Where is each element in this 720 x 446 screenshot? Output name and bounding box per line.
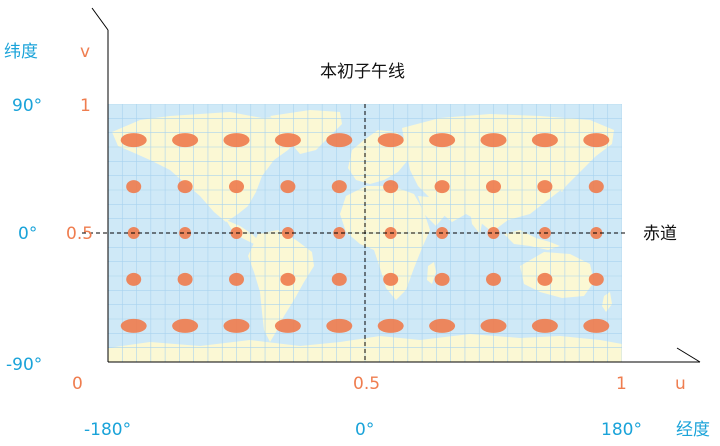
tissot-ellipse [333,227,346,239]
tissot-ellipse [172,133,199,148]
tissot-ellipse [383,272,399,286]
tissot-ellipse [229,272,244,286]
u-axis-label: u [675,374,686,394]
u-tick-1: 1 [616,374,627,394]
v-axis-arrow [91,7,109,31]
lon-tick-0: 0° [355,420,375,440]
tissot-ellipses [120,133,610,333]
longitude-axis-label: 经度 [676,420,710,440]
tissot-ellipse [434,272,450,286]
tissot-ellipse [229,180,244,194]
tissot-ellipse [583,133,610,148]
tissot-ellipse [377,318,404,333]
southeast-asia [504,230,560,250]
tissot-ellipse [537,272,553,286]
greenland [270,110,342,154]
lon-tick-minus-180: -180° [84,420,132,440]
lat-tick-90: 90° [12,96,43,116]
tissot-ellipse [326,133,353,148]
north-america [112,112,312,222]
tissot-ellipse [487,227,500,239]
tissot-ellipse [429,133,456,148]
u-tick-0-5: 0.5 [353,374,381,394]
tissot-ellipse [274,133,301,148]
tissot-ellipse [588,180,604,194]
tissot-ellipse [179,227,192,239]
u-tick-0: 0 [72,374,83,394]
tissot-ellipse [377,133,404,148]
madagascar [427,262,436,284]
tissot-ellipse [486,272,501,286]
v-tick-1: 1 [80,96,91,116]
tissot-ellipse [120,133,147,148]
tissot-ellipse [280,180,296,194]
africa [340,186,430,300]
latitude-axis-label: 纬度 [4,42,38,62]
australia [520,252,594,298]
tissot-ellipse [480,318,507,333]
japan [556,168,570,192]
equator-label: 赤道 [643,224,677,244]
tissot-ellipse [223,318,250,333]
tissot-ellipse [177,272,193,286]
tissot-ellipse [583,318,610,333]
lat-tick-minus-90: -90° [6,355,43,375]
tissot-ellipse [531,133,558,148]
tissot-ellipse [326,318,353,333]
tissot-ellipse [486,180,501,194]
tissot-ellipse [177,180,193,194]
u-axis-arrow [676,347,701,363]
tissot-ellipse [531,318,558,333]
tissot-ellipse [383,180,399,194]
tissot-ellipse [274,318,301,333]
v-axis-label: v [80,42,91,62]
tissot-ellipse [280,272,296,286]
lat-tick-0: 0° [18,224,38,244]
tissot-ellipse [537,180,553,194]
tissot-ellipse [480,133,507,148]
tissot-ellipse [223,133,250,148]
tissot-ellipse [172,318,199,333]
arabia-india [418,196,484,234]
tissot-ellipse [126,180,142,194]
tissot-ellipse [331,180,347,194]
south-america [248,230,314,342]
lon-tick-180: 180° [601,420,642,440]
tissot-ellipse [126,272,142,286]
new-zealand [602,292,612,312]
tissot-ellipse [331,272,347,286]
tissot-ellipse [434,180,450,194]
tissot-ellipse [588,272,604,286]
tissot-ellipse [120,318,147,333]
graticule [108,104,622,362]
tissot-ellipse [429,318,456,333]
v-tick-0-5: 0.5 [66,224,94,244]
prime-meridian-label: 本初子午线 [320,62,405,82]
